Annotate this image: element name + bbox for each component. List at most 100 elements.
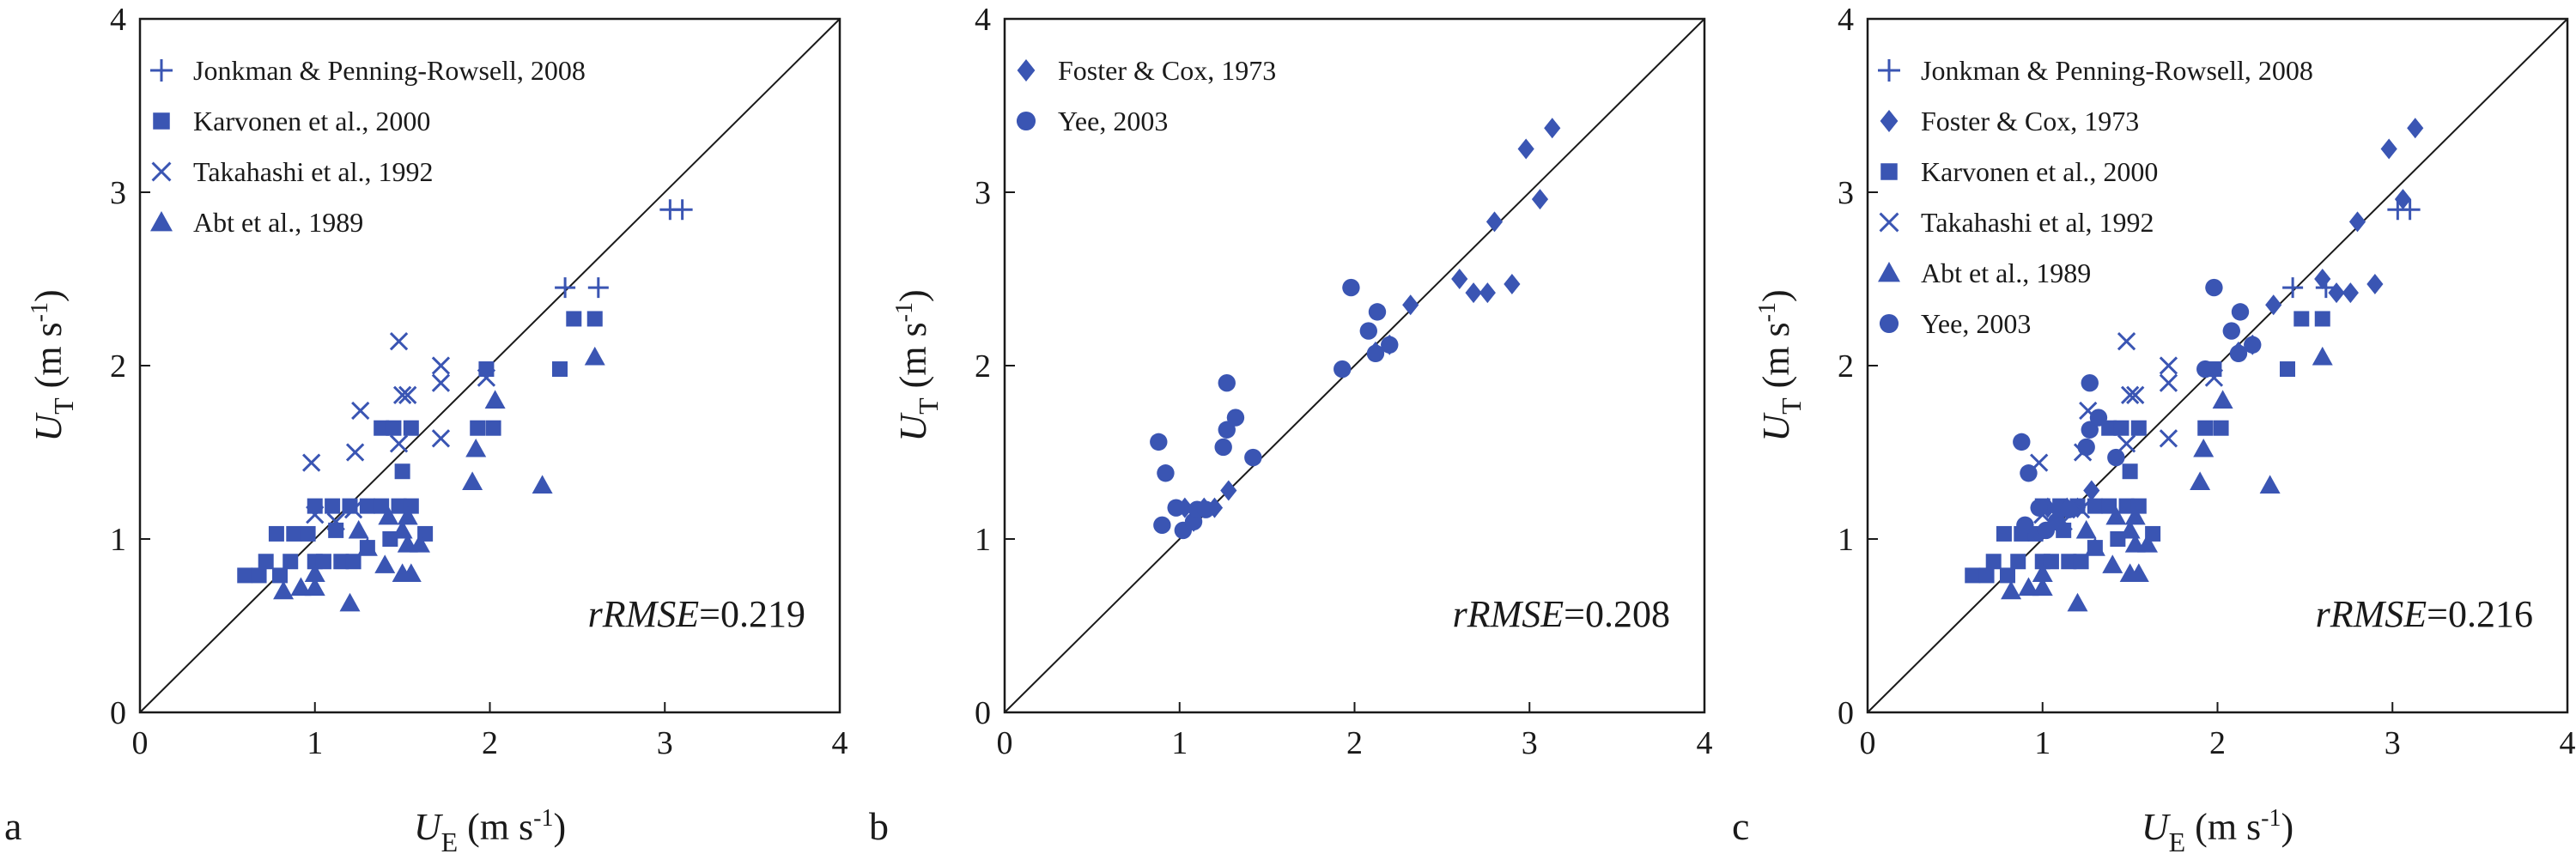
data-point-cross [351, 401, 370, 421]
y-axis-title: UT (m s-1) [27, 289, 79, 441]
data-point-square [2061, 554, 2077, 570]
data-point-diamond [1531, 189, 1549, 210]
y-tick-label: 1 [975, 522, 991, 558]
data-point-cross [302, 453, 321, 472]
data-point-square [2087, 498, 2103, 514]
data-point-square [315, 554, 331, 570]
data-point-triangle [484, 390, 506, 409]
data-point-square [485, 420, 501, 436]
legend-marker-circle [1879, 313, 1899, 334]
y-tick-label: 4 [110, 2, 126, 38]
data-point-triangle [339, 592, 361, 612]
data-point-cross [431, 429, 451, 448]
data-point-diamond [1517, 138, 1534, 160]
data-point-triangle [465, 438, 487, 457]
data-point-circle [2196, 360, 2215, 378]
data-point-square [258, 554, 274, 570]
y-axis-title: UT (m s-1) [891, 289, 944, 441]
data-point-circle [2244, 336, 2262, 354]
data-point-square [2118, 498, 2135, 514]
data-point-cross [2117, 434, 2136, 453]
data-point-cross [2126, 385, 2145, 405]
data-point-cross [398, 385, 417, 405]
x-tick-label: 4 [2560, 725, 2576, 761]
x-tick-label: 4 [832, 725, 848, 761]
x-tick-label: 2 [1346, 725, 1363, 761]
data-point-square [391, 498, 407, 514]
legend-marker-square [1880, 163, 1898, 180]
data-point-circle [2020, 464, 2038, 482]
legend-marker-diamond [1017, 59, 1036, 82]
data-point-triangle [2084, 537, 2105, 556]
panel-letter: a [4, 804, 21, 848]
x-tick-label: 3 [1522, 725, 1538, 761]
data-point-circle [2081, 421, 2099, 439]
data-point-diamond [2314, 269, 2331, 289]
data-point-cross [2159, 373, 2178, 392]
data-point-square [2101, 420, 2117, 436]
data-point-square [2314, 311, 2330, 327]
data-point-cross [2159, 356, 2178, 375]
legend-label: Foster & Cox, 1973 [1921, 106, 2139, 136]
data-point-square [552, 361, 568, 378]
data-point-triangle [2067, 592, 2088, 612]
data-point-cross [2117, 332, 2136, 351]
data-point-plus [587, 277, 609, 299]
data-point-triangle [584, 346, 605, 366]
data-point-circle [1244, 448, 1262, 467]
data-point-circle [2030, 499, 2048, 517]
x-tick-label: 4 [1697, 725, 1713, 761]
x-tick-label: 3 [657, 725, 673, 761]
data-point-square [586, 311, 603, 327]
data-point-diamond [2265, 294, 2282, 316]
data-point-circle [1381, 336, 1399, 354]
data-point-diamond [2394, 189, 2412, 210]
data-point-circle [2060, 500, 2078, 518]
data-point-square [2280, 361, 2295, 378]
data-point-square [2043, 554, 2059, 570]
x-tick-label: 1 [307, 725, 323, 761]
data-point-square [374, 420, 390, 436]
data-point-square [1985, 554, 2002, 570]
data-point-circle [2231, 303, 2250, 321]
x-axis-title: UE (m s-1) [2142, 805, 2293, 857]
data-point-triangle [392, 519, 413, 539]
data-point-diamond [1465, 282, 1482, 304]
data-point-circle [1157, 464, 1175, 482]
data-point-diamond [1220, 480, 1237, 501]
data-point-triangle [2119, 519, 2141, 539]
data-point-square [2113, 420, 2129, 436]
data-point-circle [1334, 360, 1352, 378]
data-point-square [2197, 420, 2214, 436]
data-point-square [251, 567, 267, 584]
data-point-cross [2159, 429, 2178, 448]
y-tick-label: 4 [975, 2, 991, 38]
data-point-circle [2077, 438, 2095, 457]
legend-label: Abt et al., 1989 [193, 207, 363, 238]
data-point-square [386, 420, 402, 436]
x-tick-label: 1 [1171, 725, 1188, 761]
data-point-triangle [356, 537, 378, 556]
rrmse-annotation: rRMSE=0.208 [1453, 593, 1670, 635]
data-point-triangle [2190, 471, 2211, 490]
data-point-circle [2089, 409, 2108, 427]
data-point-square [566, 311, 582, 327]
legend-label: Jonkman & Penning-Rowsell, 2008 [1921, 55, 2313, 86]
data-point-diamond [1544, 118, 1561, 139]
x-tick-label: 0 [997, 725, 1013, 761]
y-tick-label: 0 [1838, 695, 1854, 731]
data-point-square [328, 522, 344, 538]
legend-label: Takahashi et al, 1992 [1921, 207, 2154, 238]
data-point-circle [2013, 433, 2031, 451]
data-point-circle [1342, 278, 1360, 297]
rrmse-annotation: rRMSE=0.216 [2316, 593, 2533, 635]
legend-marker-triangle [150, 211, 173, 232]
data-point-circle [1150, 433, 1168, 451]
data-point-cross [431, 373, 451, 392]
data-point-square [2122, 463, 2138, 480]
data-point-square [300, 525, 316, 542]
x-tick-label: 0 [1860, 725, 1876, 761]
data-point-diamond [1451, 269, 1468, 289]
data-point-square [286, 525, 302, 542]
